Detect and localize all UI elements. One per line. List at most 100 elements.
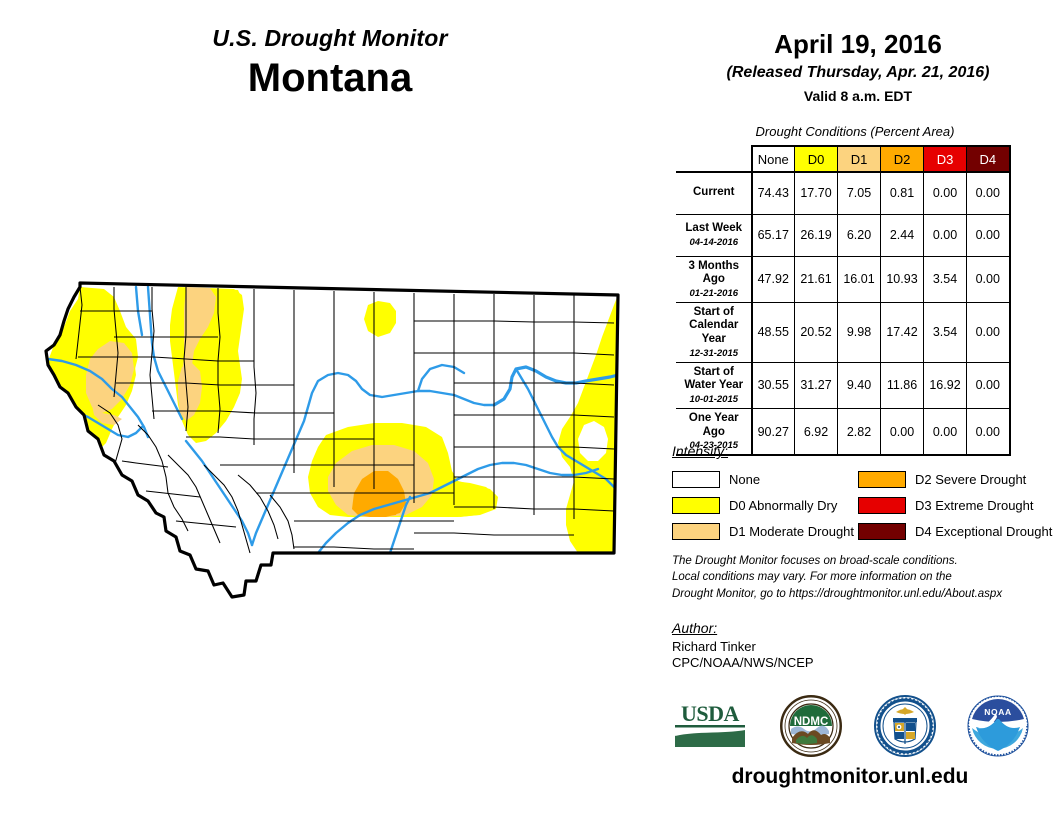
row-label-text: Water Year xyxy=(684,379,744,392)
legend-label-d0: D0 Abnormally Dry xyxy=(729,497,838,513)
table-cell-d4: 0.00 xyxy=(966,213,1011,257)
legend-swatch-d1 xyxy=(672,522,720,540)
table-cell-d2: 10.93 xyxy=(880,255,924,303)
table-cell-d3: 0.00 xyxy=(923,213,967,257)
table-cell-d0: 20.52 xyxy=(794,301,838,363)
table-cell-d0: 6.92 xyxy=(794,408,838,457)
table-cell-d4: 0.00 xyxy=(966,301,1011,363)
table-cell-d0: 17.70 xyxy=(794,171,838,215)
river-milk xyxy=(416,363,466,393)
row-label-text: Current xyxy=(692,186,735,199)
issue-date: April 19, 2016 xyxy=(774,29,942,59)
legend-label-d2: D2 Severe Drought xyxy=(915,471,1027,487)
table-cell-d3: 3.54 xyxy=(923,301,967,363)
table-col-header-d4: D4 xyxy=(966,145,1011,173)
row-label-text: One Year Ago xyxy=(688,412,739,438)
legend-label-d4: D4 Exceptional Drought xyxy=(915,523,1053,539)
release-date: (Released Thursday, Apr. 21, 2016) xyxy=(726,64,990,82)
legend-swatch-none xyxy=(672,470,720,488)
legend-item-d4: D4 Exceptional Drought xyxy=(858,522,1052,540)
table-cell-none: 65.17 xyxy=(750,213,795,257)
legend-label-d3: D3 Extreme Drought xyxy=(915,497,1034,513)
table-cell-d1: 6.20 xyxy=(837,213,881,257)
disclaimer-line-3: Drought Monitor, go to https://droughtmo… xyxy=(672,587,1003,600)
table-cell-d0: 26.19 xyxy=(794,213,838,257)
intensity-legend: Intensity: None D2 Severe Drought D0 Abnor… xyxy=(672,443,1052,544)
legend-item-d2: D2 Severe Drought xyxy=(858,470,1048,488)
usdc-seal-logo xyxy=(873,695,936,757)
disclaimer-text: The Drought Monitor focuses on broad-sca… xyxy=(672,553,1052,602)
table-body: Current 74.43 17.70 7.05 0.81 0.00 0.00 Last We… xyxy=(676,171,1011,457)
table-row-label: Start of Calendar Year 12-31-2015 xyxy=(676,301,753,363)
table-col-header-d3: D3 xyxy=(923,145,967,173)
river-bitterroot xyxy=(76,411,144,439)
river-clark-fork xyxy=(46,357,150,439)
table-cell-d2: 11.86 xyxy=(880,361,924,410)
table-cell-none: 48.55 xyxy=(750,301,795,363)
usda-logo: USDA xyxy=(674,701,745,747)
row-label-text: Last Week xyxy=(685,222,743,235)
river-fort-peck-reservoir xyxy=(492,365,618,407)
table-cell-d1: 9.98 xyxy=(837,301,881,363)
table-caption: Drought Conditions (Percent Area) xyxy=(755,124,955,139)
map-title-block: U.S. Drought Monitor Montana xyxy=(0,25,660,101)
legend-swatch-d4 xyxy=(858,522,906,540)
table-cell-d4: 0.00 xyxy=(966,408,1011,457)
table-cell-d2: 2.44 xyxy=(880,213,924,257)
river-missouri-upper xyxy=(184,439,254,547)
table-row-label: Current xyxy=(676,171,753,215)
intensity-heading: Intensity: xyxy=(672,443,729,459)
ndmc-logo: NDMC xyxy=(780,695,843,757)
row-label-date: 01-21-2016 xyxy=(689,287,739,299)
date-header-block: April 19, 2016 (Released Thursday, Apr. … xyxy=(660,29,1056,105)
d1-region-north-central-south xyxy=(178,363,202,421)
map-fill-layer xyxy=(46,283,618,597)
legend-label-none: None xyxy=(729,471,761,487)
svg-text:USDA: USDA xyxy=(681,701,740,726)
table-row-label: 3 Months Ago 01-21-2016 xyxy=(676,255,753,303)
montana-state-outline xyxy=(44,281,620,599)
table-row-label: One Year Ago 04-23-2015 xyxy=(676,408,753,457)
legend-item-d0: D0 Abnormally Dry xyxy=(672,496,858,514)
table-col-header-d0: D0 xyxy=(794,145,838,173)
row-label-date: 04-14-2016 xyxy=(689,236,739,248)
table-cell-d2: 0.81 xyxy=(880,171,924,215)
legend-swatch-d0 xyxy=(672,496,720,514)
table-row: One Year Ago 04-23-2015 90.27 6.92 2.82 0.00 0… xyxy=(676,408,1011,457)
d0-region-southeast-spur xyxy=(446,481,496,517)
row-label-date: 12-31-2015 xyxy=(689,347,739,359)
table-row: Start of Water Year 10-01-2015 30.55 31.27 9.… xyxy=(676,361,1011,410)
row-label-date: 04-23-2015 xyxy=(689,440,739,452)
author-heading: Author: xyxy=(672,620,718,636)
table-col-header-d1: D1 xyxy=(837,145,881,173)
table-cell-d1: 7.05 xyxy=(837,171,881,215)
table-row-label: Last Week 04-14-2016 xyxy=(676,213,753,257)
site-url: droughtmonitor.unl.edu xyxy=(731,765,969,788)
table-cell-d4: 0.00 xyxy=(966,171,1011,215)
d0-region-east-inner-white xyxy=(578,421,608,461)
svg-text:NDMC: NDMC xyxy=(794,716,829,728)
river-missouri-lower xyxy=(514,367,616,489)
legend-item-none: None xyxy=(672,470,858,488)
legend-grid: None D2 Severe Drought D0 Abnormally Dry D3… xyxy=(672,466,1052,544)
table-cell-d3: 16.92 xyxy=(923,361,967,410)
table-row: Last Week 04-14-2016 65.17 26.19 6.20 2.44 0.0… xyxy=(676,213,1011,257)
river-bighorn xyxy=(388,495,412,555)
d1-region-northwest xyxy=(86,341,134,413)
drought-conditions-table: None D0 D1 D2 D3 D4 Current 74.43 17.70 7.05 0.81… xyxy=(676,145,1011,457)
table-cell-d3: 0.00 xyxy=(923,171,967,215)
table-row: Current 74.43 17.70 7.05 0.81 0.00 0.00 xyxy=(676,171,1011,215)
row-label-text: Start of xyxy=(693,365,734,378)
author-name: Richard Tinker xyxy=(672,639,756,654)
legend-label-d1: D1 Moderate Drought xyxy=(729,523,855,539)
table-header-row: None D0 D1 D2 D3 D4 xyxy=(677,145,1011,173)
row-label-date: 10-01-2015 xyxy=(689,393,739,405)
state-name-title: Montana xyxy=(247,56,413,101)
table-cell-none: 74.43 xyxy=(750,171,795,215)
table-row: 3 Months Ago 01-21-2016 47.92 21.61 16.01 10.… xyxy=(676,255,1011,303)
montana-drought-map xyxy=(18,265,658,650)
table-row: Start of Calendar Year 12-31-2015 48.55 20.5… xyxy=(676,301,1011,363)
table-cell-none: 30.55 xyxy=(750,361,795,410)
noaa-logo: NOAA xyxy=(967,695,1029,757)
legend-item-d1: D1 Moderate Drought xyxy=(672,522,858,540)
